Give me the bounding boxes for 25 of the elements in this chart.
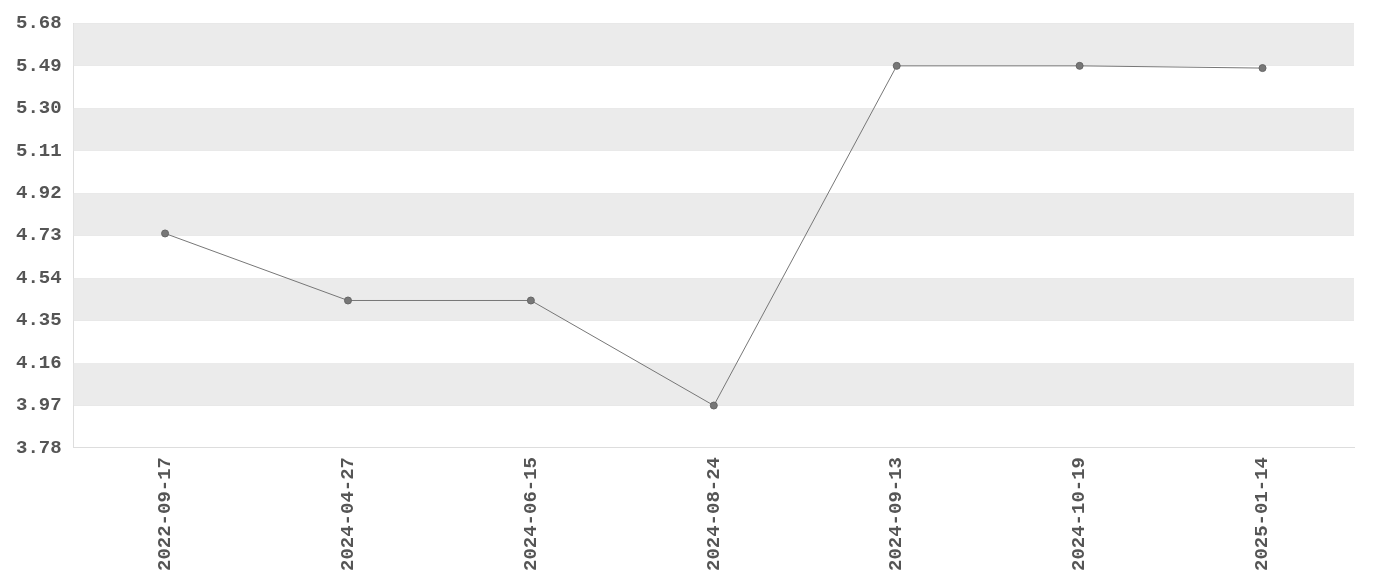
x-tick-label: 2025-01-14: [1251, 456, 1274, 572]
x-tick-label: 2024-08-24: [702, 456, 725, 572]
y-tick-label: 4.73: [16, 224, 62, 247]
y-tick-label: 4.16: [16, 351, 62, 374]
x-tick-label: 2022-09-17: [153, 456, 176, 572]
y-tick-label: 5.49: [16, 54, 62, 77]
x-tick-label: 2024-10-19: [1068, 456, 1091, 572]
point: [526, 296, 535, 305]
y-tick-label: 5.30: [16, 97, 62, 120]
x-tick-label: 2024-04-27: [336, 456, 359, 572]
x-tick-label: 2024-09-13: [885, 456, 908, 572]
y-tick-label: 5.11: [16, 139, 62, 162]
point: [892, 61, 901, 70]
y-tick-label: 4.35: [16, 309, 62, 332]
y-tick-label: 4.92: [16, 182, 62, 205]
point: [709, 401, 718, 410]
point: [1075, 61, 1084, 70]
y-tick-label: 4.54: [16, 266, 62, 289]
point: [161, 229, 170, 238]
y-tick-label: 5.68: [16, 12, 62, 35]
y-tick-label: 3.78: [16, 436, 62, 459]
point: [1258, 64, 1267, 73]
point: [343, 296, 352, 305]
y-tick-label: 3.97: [16, 394, 62, 417]
x-tick-label: 2024-06-15: [519, 456, 542, 572]
